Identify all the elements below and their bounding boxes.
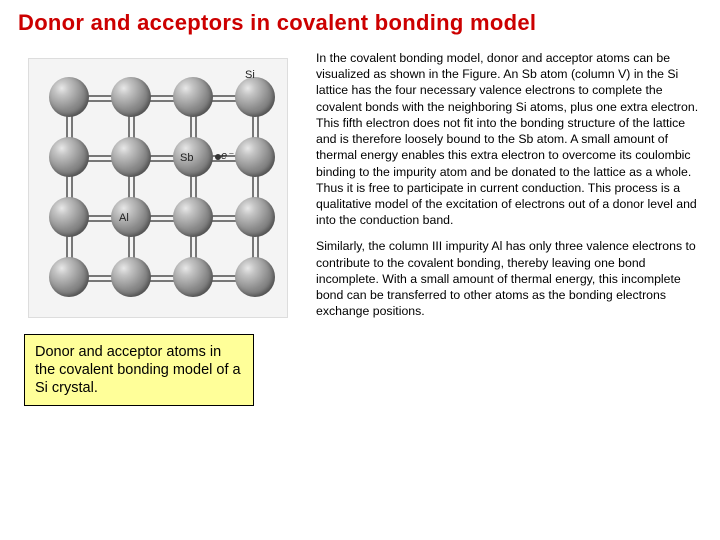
- figure-caption: Donor and acceptor atoms in the covalent…: [24, 334, 254, 406]
- body-paragraph-1: In the covalent bonding model, donor and…: [316, 50, 702, 228]
- atom-sphere: [111, 137, 151, 177]
- atom-label-si: Si: [245, 69, 255, 81]
- left-column: Si Sb Al e⁻ Donor and acceptor atoms in the…: [18, 50, 298, 406]
- body-paragraph-2: Similarly, the column III impurity Al ha…: [316, 238, 702, 319]
- atom-sphere: [235, 257, 275, 297]
- atom-sphere: [111, 257, 151, 297]
- atom-sphere: [111, 197, 151, 237]
- atom-sphere: [235, 77, 275, 117]
- right-column: In the covalent bonding model, donor and…: [316, 50, 702, 406]
- page-title: Donor and acceptors in covalent bonding …: [18, 10, 702, 36]
- lattice-figure: Si Sb Al e⁻: [28, 58, 288, 318]
- atom-sphere: [49, 77, 89, 117]
- atom-sphere: [235, 197, 275, 237]
- atom-sphere: [49, 257, 89, 297]
- atom-sphere: [173, 197, 213, 237]
- atom-label-al: Al: [119, 212, 129, 224]
- atom-label-sb: Sb: [180, 152, 193, 164]
- atom-sphere: [49, 137, 89, 177]
- atom-sphere: [235, 137, 275, 177]
- atom-sphere: [173, 77, 213, 117]
- content-row: Si Sb Al e⁻ Donor and acceptor atoms in the…: [18, 50, 702, 406]
- atom-sphere: [111, 77, 151, 117]
- atom-label-e: e⁻: [221, 149, 233, 162]
- extra-electron: [215, 154, 221, 160]
- atom-sphere: [173, 257, 213, 297]
- atom-sphere: [49, 197, 89, 237]
